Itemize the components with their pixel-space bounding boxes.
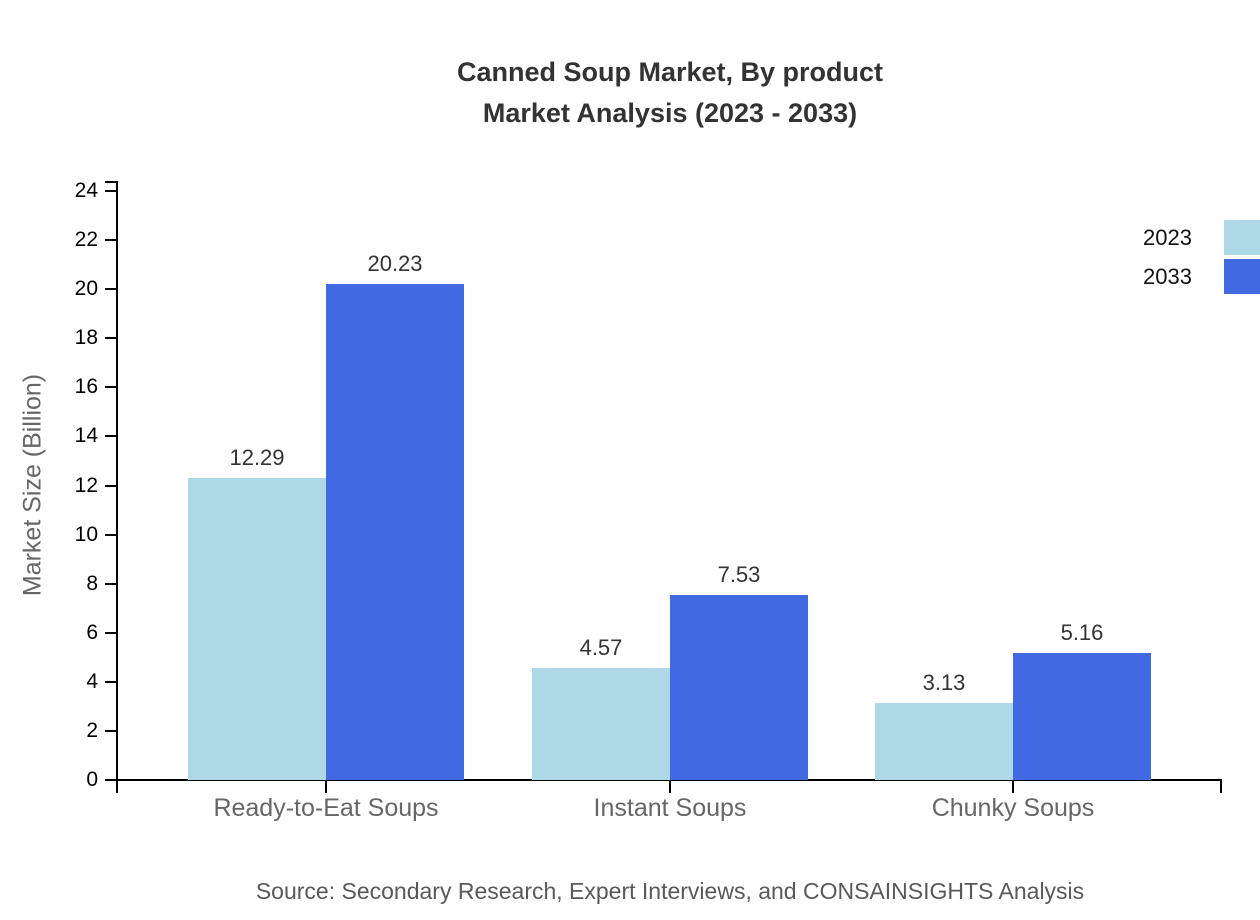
y-axis-line xyxy=(116,181,118,793)
y-tick-label: 20 xyxy=(74,277,98,301)
category-label: Instant Soups xyxy=(593,794,747,822)
y-tick-label: 6 xyxy=(86,620,98,644)
y-tick xyxy=(105,729,118,732)
source-text: Source: Secondary Research, Expert Inter… xyxy=(255,878,1085,904)
chart-title-line2: Market Analysis (2023 - 2033) xyxy=(482,98,858,128)
y-tick xyxy=(105,288,118,291)
category-tick xyxy=(669,781,671,793)
bar-value-label: 7.53 xyxy=(717,562,761,588)
category-tick xyxy=(1012,781,1014,793)
y-tick-label: 24 xyxy=(74,179,98,202)
y-tick-label: 2 xyxy=(86,718,98,742)
y-tick-label: 18 xyxy=(74,326,98,350)
bar-2033 xyxy=(1013,653,1151,780)
x-axis-line xyxy=(105,779,1222,781)
x-axis-endcap-tick xyxy=(1220,781,1222,793)
y-tick xyxy=(105,190,118,192)
y-tick xyxy=(105,631,118,634)
bar-value-label: 3.13 xyxy=(922,670,966,696)
legend-label: 2033 xyxy=(1143,264,1192,289)
chart-title-line1: Canned Soup Market, By product xyxy=(456,57,884,87)
bar-2033 xyxy=(670,595,808,780)
y-tick xyxy=(105,533,118,536)
bar-2033 xyxy=(326,283,464,780)
y-tick xyxy=(105,484,118,487)
y-tick xyxy=(105,386,118,389)
y-tick-label: 22 xyxy=(74,228,98,252)
legend-swatch xyxy=(1224,259,1260,294)
y-axis-endcap-tick xyxy=(105,181,118,183)
bar-value-label: 5.16 xyxy=(1060,620,1104,646)
legend-swatch xyxy=(1224,220,1260,255)
y-tick-label: 0 xyxy=(86,768,98,791)
y-tick-label: 14 xyxy=(74,424,98,448)
y-tick-label: 16 xyxy=(74,375,98,399)
bar-2023 xyxy=(532,667,670,780)
y-tick xyxy=(105,239,118,242)
chart-title: Canned Soup Market, By product Market An… xyxy=(80,52,1260,134)
legend-label: 2023 xyxy=(1143,225,1192,250)
y-tick xyxy=(105,779,118,781)
bar-value-label: 20.23 xyxy=(367,250,423,276)
bar-value-label: 4.57 xyxy=(579,634,623,660)
category-label: Chunky Soups xyxy=(931,794,1095,822)
y-tick-label: 4 xyxy=(86,669,98,693)
bar-2023 xyxy=(188,478,326,780)
y-tick xyxy=(105,337,118,340)
y-tick-label: 8 xyxy=(86,571,98,595)
category-tick xyxy=(325,781,327,793)
category-label: Ready-to-Eat Soups xyxy=(213,794,439,822)
y-tick xyxy=(105,435,118,438)
y-tick-label: 10 xyxy=(74,522,98,546)
bar-value-label: 12.29 xyxy=(229,445,285,471)
y-tick xyxy=(105,582,118,585)
bar-2023 xyxy=(875,703,1013,780)
y-tick xyxy=(105,680,118,683)
y-tick-label: 12 xyxy=(74,473,98,497)
